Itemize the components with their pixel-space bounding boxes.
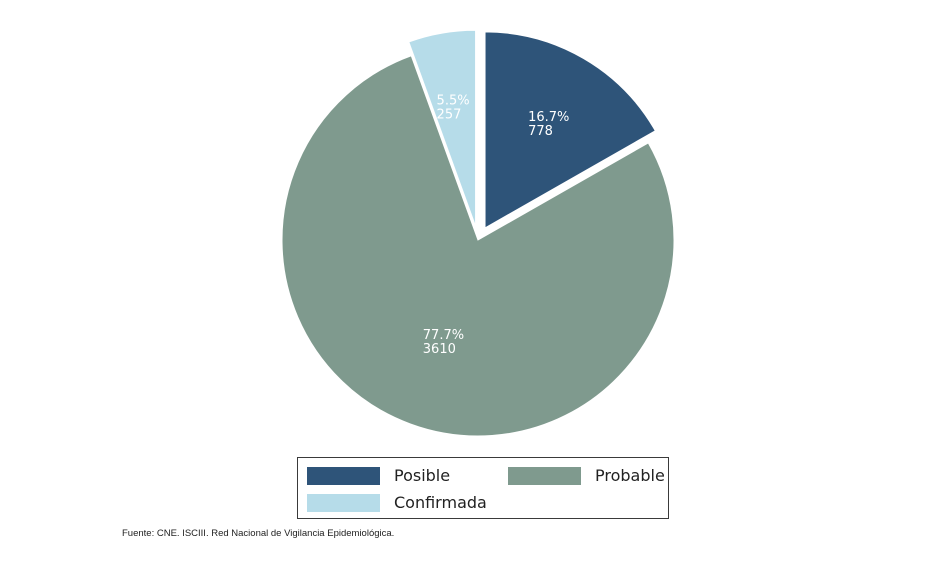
slice-percent-confirmada: 5.5% [437, 94, 470, 109]
pie-slice-posible [484, 31, 656, 229]
legend-item-confirmada: Confirmada [307, 493, 487, 512]
legend-item-posible: Posible [307, 466, 450, 485]
source-note: Fuente: CNE. ISCIII. Red Nacional de Vig… [122, 528, 395, 539]
slice-value-posible: 778 [528, 124, 553, 139]
legend-label-confirmada: Confirmada [394, 493, 487, 512]
legend-item-probable: Probable [508, 466, 665, 485]
chart-legend: Posible Probable Confirmada [297, 457, 669, 519]
slice-percent-probable: 77.7% [423, 328, 464, 343]
slice-value-confirmada: 257 [437, 108, 462, 123]
slice-value-probable: 3610 [423, 342, 456, 357]
pie-slice-probable [281, 55, 675, 437]
legend-swatch-confirmada [307, 493, 380, 512]
legend-swatch-posible [307, 466, 380, 485]
legend-swatch-probable [508, 466, 581, 485]
legend-label-probable: Probable [595, 466, 665, 485]
slice-percent-posible: 16.7% [528, 110, 569, 125]
legend-label-posible: Posible [394, 466, 451, 485]
pie-slice-confirmada [408, 29, 477, 227]
